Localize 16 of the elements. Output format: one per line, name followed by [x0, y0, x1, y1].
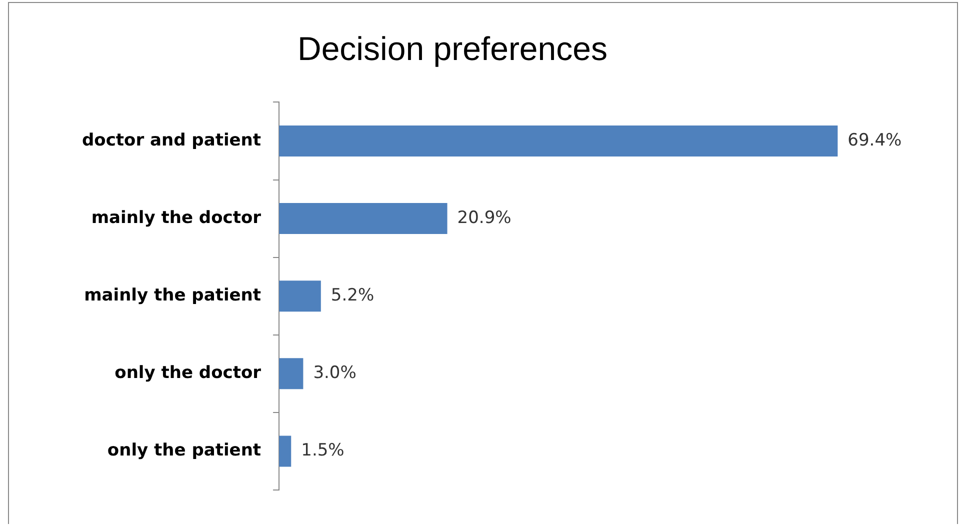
bar — [279, 125, 838, 156]
bar — [279, 358, 304, 390]
data-label: 1.5% — [301, 440, 344, 461]
data-label: 5.2% — [330, 286, 374, 306]
bar — [279, 280, 321, 312]
y-tick-label: mainly the doctor — [91, 208, 262, 228]
y-tick-label: mainly the patient — [84, 286, 262, 306]
data-label: 20.9% — [457, 208, 512, 228]
data-label: 3.0% — [313, 363, 356, 384]
bar — [279, 436, 292, 467]
y-tick-label: only the doctor — [114, 363, 262, 384]
bar — [279, 203, 448, 234]
data-label: 69.4% — [848, 130, 902, 150]
y-tick-label: doctor and patient — [82, 130, 262, 150]
y-tick-label: only the patient — [107, 440, 262, 461]
chart-title: Decision preferences — [296, 30, 608, 68]
